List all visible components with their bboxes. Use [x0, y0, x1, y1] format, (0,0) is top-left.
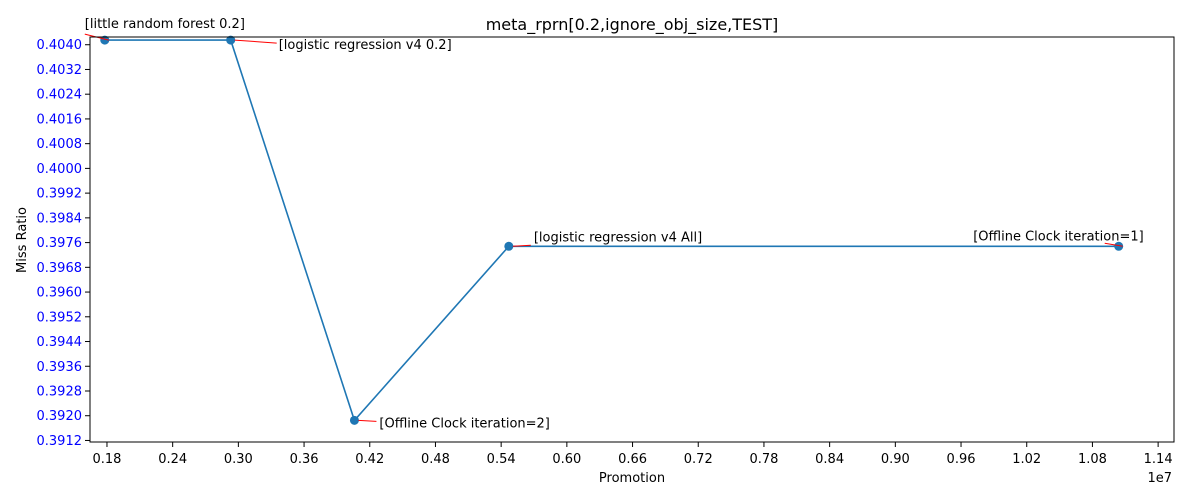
annotation-label: [logistic regression v4 All] [534, 230, 702, 245]
x-tick-label: 0.24 [158, 452, 187, 467]
y-tick-label: 0.3992 [37, 187, 83, 202]
plot-area: 0.18 0.24 0.30 0.36 0.42 0.48 0.54 0.60 0.66 0.72… [37, 17, 1173, 467]
x-tick-label: 0.48 [421, 452, 450, 467]
y-tick-label: 0.4040 [37, 38, 83, 53]
x-tick-label: 0.60 [552, 452, 581, 467]
plot-frame [89, 36, 1175, 443]
x-tick-label: 0.30 [224, 452, 253, 467]
y-tick-label: 0.3936 [37, 360, 83, 375]
y-tick-label: 0.4024 [37, 88, 83, 103]
x-tick-label: 1.02 [1012, 452, 1041, 467]
y-tick-label: 0.4000 [37, 162, 83, 177]
y-tick-label: 0.3920 [37, 409, 83, 424]
data-point [100, 35, 110, 45]
x-tick-label: 0.96 [947, 452, 976, 467]
annotation-leader [1104, 242, 1123, 247]
x-tick-label: 0.72 [684, 452, 713, 467]
data-point [1114, 241, 1124, 251]
x-tick-label: 0.18 [92, 452, 121, 467]
y-tick-label: 0.3968 [37, 261, 83, 276]
x-tick-label: 0.42 [355, 452, 384, 467]
x-tick-label: 0.78 [749, 452, 778, 467]
annotation-label: [Offline Clock iteration=2] [379, 416, 549, 431]
x-axis-offset-label: 1e7 [1147, 471, 1172, 486]
data-point [349, 415, 359, 425]
y-tick-label: 0.3976 [37, 236, 83, 251]
y-tick-label: 0.4032 [37, 63, 83, 78]
x-tick-label: 1.08 [1078, 452, 1107, 467]
x-axis-title: Promotion [599, 471, 665, 486]
annotation-leader [358, 419, 377, 422]
annotation-label: [logistic regression v4 0.2] [279, 38, 452, 53]
y-tick-label: 0.3928 [37, 384, 83, 399]
x-tick-label: 1.14 [1144, 452, 1173, 467]
y-tick-label: 0.4016 [37, 112, 83, 127]
y-tick-label: 0.3952 [37, 310, 83, 325]
x-tick-label: 0.66 [618, 452, 647, 467]
annotation-leader [512, 244, 531, 247]
y-tick-label: 0.3944 [37, 335, 83, 350]
chart-title: meta_rprn[0.2,ignore_obj_size,TEST] [486, 15, 779, 35]
annotation-label: [Offline Clock iteration=1] [973, 229, 1143, 244]
data-point [226, 35, 236, 45]
y-tick-label: 0.3960 [37, 286, 83, 301]
x-tick-label: 0.54 [487, 452, 516, 467]
x-tick-label: 0.90 [881, 452, 910, 467]
y-tick-label: 0.4008 [37, 137, 83, 152]
x-tick-label: 0.36 [290, 452, 319, 467]
x-tick-label: 0.84 [815, 452, 844, 467]
y-axis-title: Miss Ratio [15, 207, 30, 273]
annotation-label: [little random forest 0.2] [85, 17, 245, 32]
y-tick-label: 0.3984 [37, 211, 83, 226]
data-point [504, 241, 514, 251]
annotation-leader [234, 39, 277, 44]
y-tick-label: 0.3912 [37, 434, 83, 449]
